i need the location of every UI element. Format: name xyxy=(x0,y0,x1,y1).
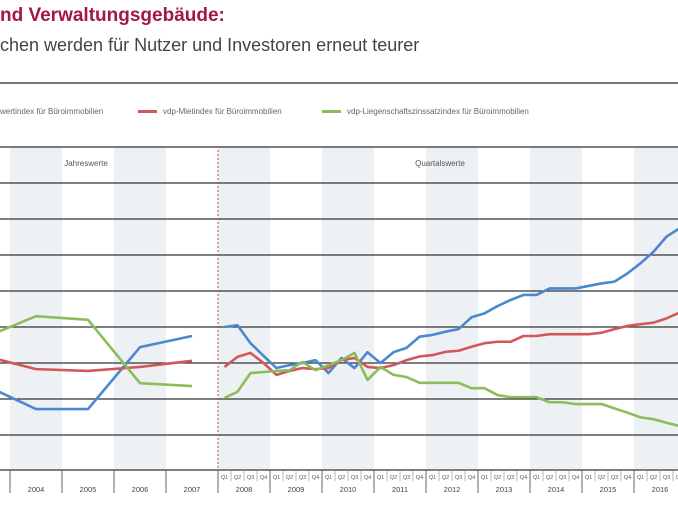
quarter-label: Q4 xyxy=(676,475,678,481)
series-line-annual-value-index xyxy=(0,334,193,411)
quarter-label: Q2 xyxy=(650,475,657,481)
legend-swatch-green xyxy=(322,110,341,114)
series-line-annual-yield-index xyxy=(0,314,193,388)
quarter-label: Q1 xyxy=(221,475,228,481)
x-tick-label: 2011 xyxy=(392,485,408,494)
quarter-label: Q1 xyxy=(533,475,540,481)
section-label-annual: Jahreswerte xyxy=(64,159,108,168)
section-label-quarterly: Quartalswerte xyxy=(415,159,465,168)
shade-band xyxy=(10,146,62,470)
quarter-label: Q1 xyxy=(429,475,436,481)
x-tick-label: 2010 xyxy=(340,485,357,494)
series-line-quarterly-rent-index xyxy=(223,311,678,377)
quarter-label: Q1 xyxy=(377,475,384,481)
shade-band xyxy=(322,146,374,470)
quarter-label: Q2 xyxy=(234,475,241,481)
x-tick-label: 2015 xyxy=(600,485,617,494)
shade-band xyxy=(114,146,166,470)
quarter-label: Q4 xyxy=(572,475,579,481)
legend-label: wertindex für Büroimmobilien xyxy=(0,107,104,116)
shade-band xyxy=(530,146,582,470)
x-tick-label: 2007 xyxy=(184,485,201,494)
x-tick-label: 2008 xyxy=(236,485,253,494)
quarter-label: Q4 xyxy=(624,475,631,481)
quarter-label: Q3 xyxy=(455,475,462,481)
x-tick-label: 2014 xyxy=(548,485,565,494)
x-tick-label: 2016 xyxy=(652,485,669,494)
x-tick-label: 2012 xyxy=(444,485,461,494)
chart-subtitle: chen werden für Nutzer und Investoren er… xyxy=(0,35,420,55)
quarter-label: Q3 xyxy=(611,475,618,481)
quarter-label: Q4 xyxy=(520,475,527,481)
quarter-label: Q1 xyxy=(325,475,332,481)
quarter-label: Q4 xyxy=(260,475,267,481)
quarter-label: Q4 xyxy=(468,475,475,481)
quarter-label: Q3 xyxy=(247,475,254,481)
legend-swatch-red xyxy=(138,110,157,114)
x-tick-label: 2013 xyxy=(496,485,513,494)
quarter-label: Q2 xyxy=(546,475,553,481)
legend-item-yield-index: vdp-Liegenschaftszinssatzindex für Büroi… xyxy=(322,107,529,116)
quarter-label: Q3 xyxy=(663,475,670,481)
quarter-label: Q4 xyxy=(416,475,423,481)
shade-band xyxy=(634,146,678,470)
quarter-label: Q2 xyxy=(338,475,345,481)
quarter-label: Q3 xyxy=(351,475,358,481)
quarter-label: Q2 xyxy=(598,475,605,481)
chart-title: nd Verwaltungsgebäude: xyxy=(0,5,225,26)
quarter-label: Q4 xyxy=(312,475,319,481)
quarter-label: Q2 xyxy=(390,475,397,481)
legend-item-rent-index: vdp-Mietindex für Büroimmobilien xyxy=(138,107,282,116)
quarter-label: Q4 xyxy=(364,475,371,481)
quarter-label: Q3 xyxy=(299,475,306,481)
series-line-quarterly-yield-index xyxy=(223,351,678,427)
quarter-label: Q2 xyxy=(286,475,293,481)
shade-band xyxy=(426,146,478,470)
quarter-label: Q1 xyxy=(585,475,592,481)
shade-band xyxy=(218,146,270,470)
quarter-label: Q1 xyxy=(481,475,488,481)
x-tick-label: 2006 xyxy=(132,485,149,494)
series-line-annual-rent-index xyxy=(0,358,193,373)
quarter-label: Q3 xyxy=(559,475,566,481)
quarter-label: Q1 xyxy=(637,475,644,481)
quarter-label: Q2 xyxy=(494,475,501,481)
title-divider xyxy=(0,82,678,84)
legend-item-value-index: wertindex für Büroimmobilien xyxy=(0,107,103,116)
quarter-label: Q3 xyxy=(507,475,514,481)
legend-label: vdp-Liegenschaftszinssatzindex für Büroi… xyxy=(347,107,529,116)
x-tick-label: 2004 xyxy=(28,485,45,494)
x-tick-label: 2009 xyxy=(288,485,305,494)
x-tick-label: 2005 xyxy=(80,485,97,494)
quarter-label: Q1 xyxy=(273,475,280,481)
quarter-label: Q2 xyxy=(442,475,449,481)
legend-label: vdp-Mietindex für Büroimmobilien xyxy=(163,107,282,116)
quarter-label: Q3 xyxy=(403,475,410,481)
